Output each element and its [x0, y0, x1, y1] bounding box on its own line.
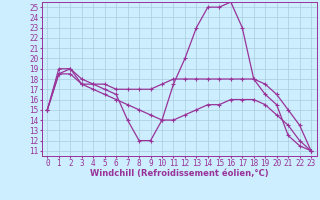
X-axis label: Windchill (Refroidissement éolien,°C): Windchill (Refroidissement éolien,°C)	[90, 169, 268, 178]
